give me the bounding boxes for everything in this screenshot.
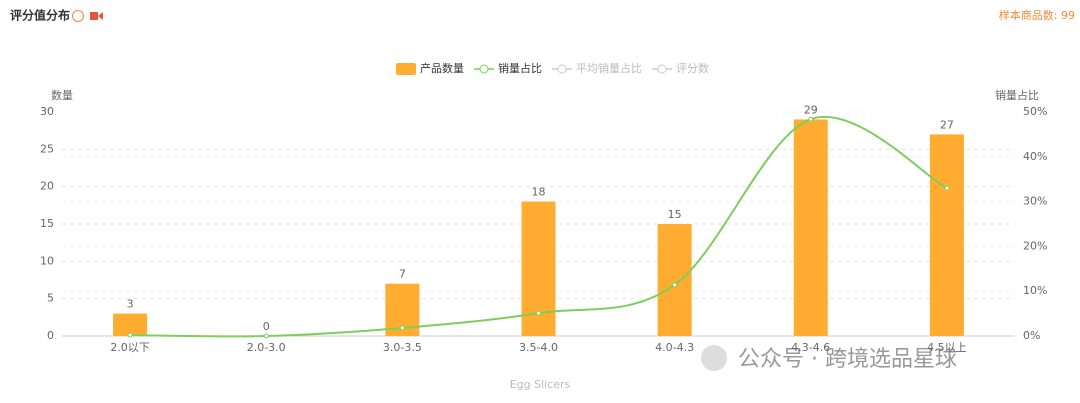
y-axis-title: 数量 <box>51 89 73 102</box>
x-tick-label: 3.5-4.0 <box>519 341 558 354</box>
y-tick-label: 20 <box>40 180 54 193</box>
y2-tick-label: 20% <box>1023 239 1047 252</box>
line-point <box>944 185 950 191</box>
data-label: 0 <box>263 320 270 333</box>
x-tick-label: 2.0以下 <box>110 341 150 354</box>
data-label: 27 <box>940 118 954 131</box>
line-point <box>672 282 678 288</box>
line-point <box>263 333 269 339</box>
sample-count: 样本商品数: 99 <box>999 8 1075 22</box>
legend-label[interactable]: 评分数 <box>676 62 709 75</box>
legend-swatch <box>557 64 567 74</box>
bar <box>657 224 692 336</box>
x-axis-title: Egg Slicers <box>510 378 571 391</box>
x-tick-label: 4.5以上 <box>927 341 967 354</box>
video-icon[interactable] <box>90 12 98 20</box>
line-point <box>399 325 405 331</box>
page-title: 评分值分布 <box>10 8 70 23</box>
video-icon-tip <box>98 12 103 20</box>
x-tick-label: 2.0-3.0 <box>247 341 286 354</box>
data-label: 18 <box>532 186 546 199</box>
data-label: 7 <box>399 268 406 281</box>
legend-swatch <box>479 64 489 74</box>
data-label: 3 <box>127 298 134 311</box>
legend-label[interactable]: 销量占比 <box>498 61 542 75</box>
y-tick-label: 10 <box>40 254 54 267</box>
bar <box>929 134 964 336</box>
bar <box>113 313 148 336</box>
y2-tick-label: 10% <box>1023 284 1047 297</box>
legend-label[interactable]: 产品数量 <box>420 61 464 75</box>
y-tick-label: 30 <box>40 105 54 118</box>
line-point <box>808 116 814 122</box>
data-label: 29 <box>804 103 818 116</box>
y-tick-label: 15 <box>40 217 54 230</box>
x-tick-label: 3.0-3.5 <box>383 341 422 354</box>
legend-swatch <box>396 63 416 75</box>
watermark: 公众号 · 跨境选品星球 <box>738 347 957 372</box>
line-point <box>536 310 541 316</box>
x-tick-label: 4.3-4.6 <box>791 341 830 354</box>
data-label: 15 <box>668 208 682 221</box>
y-tick-label: 25 <box>40 142 54 155</box>
watermark-icon <box>701 345 727 371</box>
line-point <box>127 332 133 338</box>
y2-tick-label: 30% <box>1023 195 1047 208</box>
y-tick-label: 5 <box>47 292 54 305</box>
help-icon[interactable] <box>72 10 84 22</box>
y2-tick-label: 50% <box>1023 105 1047 118</box>
bar <box>793 119 828 336</box>
y2-axis-title: 销量占比 <box>995 88 1039 102</box>
legend-swatch <box>657 64 667 74</box>
y2-tick-label: 40% <box>1023 150 1047 163</box>
y2-tick-label: 0% <box>1023 329 1040 342</box>
y-tick-label: 0 <box>47 329 54 342</box>
x-tick-label: 4.0-4.3 <box>655 341 694 354</box>
legend-label[interactable]: 平均销量占比 <box>576 61 642 75</box>
